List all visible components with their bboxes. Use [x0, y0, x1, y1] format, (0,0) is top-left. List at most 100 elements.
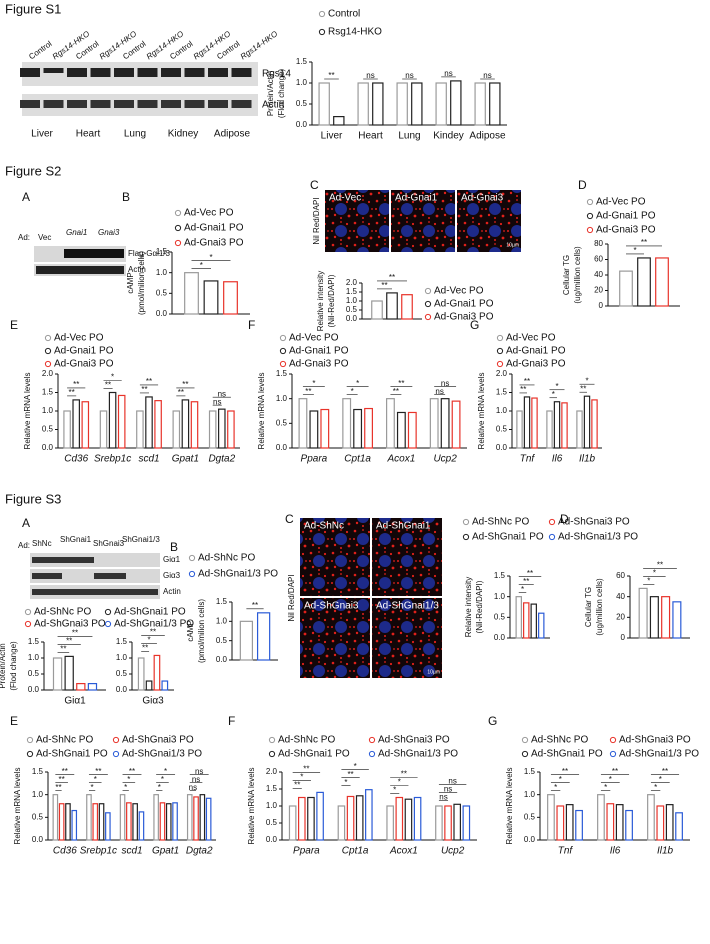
x-tick-label: Cd36 [53, 846, 77, 857]
bar [625, 809, 633, 841]
blot-band [161, 100, 181, 108]
bar [52, 657, 63, 691]
image-label: Ad-Gnai1 [395, 193, 438, 204]
x-tick-label: Ucp2 [441, 846, 465, 857]
sig-label: ** [398, 379, 404, 388]
panel-letter: F [228, 714, 235, 728]
x-tick-label: Giα1 [64, 696, 86, 707]
legend-label: Ad-Gnai3 PO [184, 238, 244, 249]
bar [386, 805, 394, 841]
blot-band [137, 68, 158, 77]
x-tick-label: Cd36 [64, 454, 88, 465]
sig-label: ns [195, 767, 203, 776]
sig-label: ns [448, 776, 456, 785]
bar [193, 796, 199, 841]
bar [538, 612, 545, 639]
y-tick-label: 0.0 [524, 835, 536, 844]
bar [637, 257, 651, 307]
y-axis-label: (ug/million cells) [595, 578, 604, 636]
legend-marker [424, 313, 432, 321]
image-label: Ad-Vec [329, 193, 361, 204]
y-axis-label: Protein/Actin [0, 643, 7, 688]
legend-marker [368, 736, 376, 744]
x-tick-label: Dgta2 [208, 454, 235, 465]
legend-label: Rsg14-HKO [328, 27, 382, 38]
y-tick-label: 1.0 [276, 394, 288, 403]
blot [30, 553, 160, 567]
lane-label: Vec [38, 233, 51, 242]
bar [561, 402, 568, 449]
x-tick-label: Ppara [301, 454, 328, 465]
y-tick-label: 1.5 [524, 767, 536, 776]
bar [138, 811, 145, 841]
bar [186, 794, 193, 841]
image-label: Ad-ShNc [304, 521, 344, 532]
legend-marker [188, 554, 196, 562]
bar [316, 791, 324, 841]
sig-label: ** [347, 770, 353, 779]
y-tick-label: 0.0 [156, 309, 168, 318]
legend-marker [174, 224, 182, 232]
sig-label: ** [142, 644, 148, 653]
blot-band [67, 100, 87, 108]
sig-label: * [158, 783, 161, 792]
bar [401, 294, 413, 320]
x-tick-label: Kindey [433, 131, 464, 142]
y-tick-label: 0.0 [42, 443, 54, 452]
bar [153, 794, 159, 841]
bar [203, 280, 219, 315]
band-label: Actin [163, 587, 181, 596]
x-tick-label: Ppara [293, 846, 320, 857]
legend-marker [609, 736, 617, 744]
y-tick-label: 0.0 [266, 835, 278, 844]
y-tick-label: 1.5 [42, 388, 54, 397]
blot-band [161, 68, 181, 77]
band-label: Rgs14 [262, 69, 291, 80]
sig-label: * [300, 773, 303, 782]
legend-label: Ad-Gnai3 PO [54, 359, 114, 370]
bar [320, 408, 330, 449]
bar [444, 805, 452, 841]
blot-band [231, 100, 252, 108]
sig-label: ** [129, 767, 135, 776]
legend-marker [496, 334, 504, 342]
x-tick-label: Liver [321, 131, 343, 142]
y-tick-label: 0.0 [116, 685, 128, 694]
scale-label: 10µm [427, 669, 440, 675]
sig-label: ** [520, 385, 526, 394]
legend-label: Ad-ShNc PO [278, 735, 335, 746]
bar [489, 82, 501, 126]
sig-label: * [344, 778, 347, 787]
bar [105, 812, 111, 841]
sig-label: ns [483, 71, 491, 80]
legend-marker [586, 212, 594, 220]
bar [165, 803, 172, 841]
sig-label: ns [444, 69, 452, 78]
legend-marker [496, 347, 504, 355]
bar [619, 270, 633, 307]
legend-marker [279, 334, 287, 342]
y-tick-label: 0.5 [266, 818, 278, 827]
legend-label: Ad-ShGnai1/3 PO [122, 749, 202, 760]
y-tick-label: 1.0 [524, 790, 536, 799]
y-tick-label: 1.0 [296, 78, 308, 87]
tissue-label: Heart [76, 129, 101, 140]
micrograph [372, 518, 442, 596]
bar [298, 796, 306, 841]
bar [218, 408, 226, 449]
lane-label: Gnai3 [98, 228, 120, 237]
legend-marker [279, 360, 287, 368]
legend-label: Ad-ShGnai3 PO [122, 735, 194, 746]
sig-label: ** [523, 577, 529, 586]
sig-label: ** [62, 767, 68, 776]
sig-label: ** [294, 781, 300, 790]
y-axis-label: Relative mRNA levels [477, 373, 486, 450]
bar [342, 398, 352, 449]
panel-letter: E [10, 714, 18, 728]
bar [145, 680, 153, 691]
y-tick-label: 0.5 [346, 305, 358, 314]
bar [450, 80, 462, 126]
y-axis-label: (Nil-Red/DAPI) [475, 580, 484, 633]
stain-label: Nil Red/DAPI [312, 197, 321, 244]
y-axis-label: (Flod change) [277, 68, 286, 118]
